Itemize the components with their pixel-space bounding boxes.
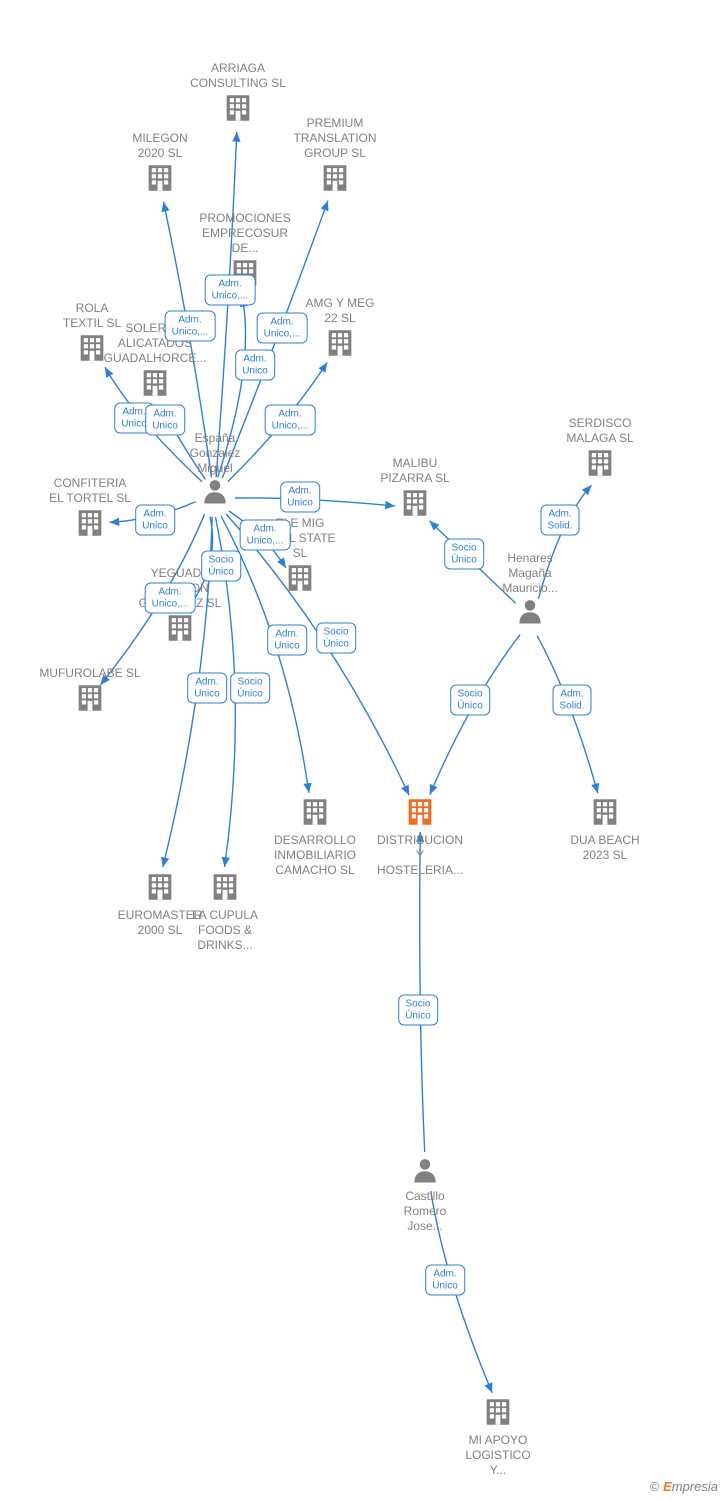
copyright: © Empresia (650, 1479, 718, 1494)
edge (109, 502, 195, 523)
edge (100, 514, 204, 685)
edge (165, 405, 206, 480)
edge (537, 636, 598, 794)
edge (226, 514, 409, 795)
edge (538, 485, 591, 599)
edge (420, 832, 425, 1152)
graph-canvas (0, 0, 728, 1500)
edge (430, 634, 520, 794)
edge (429, 521, 515, 603)
copyright-rest: mpresia (672, 1479, 718, 1494)
edge (229, 511, 286, 568)
edge (163, 517, 212, 867)
edge (216, 132, 237, 477)
edge (163, 202, 211, 478)
edge (235, 498, 395, 506)
edge (185, 516, 213, 612)
edge (216, 517, 236, 867)
edge (228, 362, 327, 481)
edge (105, 367, 202, 481)
copyright-symbol: © (650, 1479, 660, 1494)
edge (222, 201, 328, 479)
copyright-e: E (663, 1479, 672, 1494)
edge (431, 1191, 492, 1393)
